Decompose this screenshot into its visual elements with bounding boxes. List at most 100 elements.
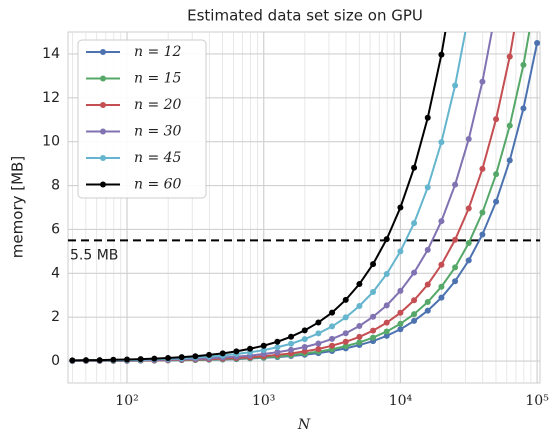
y-tick-label: 10 xyxy=(42,134,60,150)
data-point xyxy=(96,357,103,364)
data-point xyxy=(260,347,267,354)
data-point xyxy=(356,333,363,340)
data-point xyxy=(479,231,486,238)
data-point xyxy=(452,264,459,271)
data-point xyxy=(178,354,185,361)
data-point xyxy=(479,78,486,85)
y-tick-label: 0 xyxy=(51,353,60,369)
data-point xyxy=(465,136,472,143)
data-point xyxy=(315,340,322,347)
data-point xyxy=(411,220,418,227)
data-point xyxy=(274,338,281,345)
data-point xyxy=(315,345,322,352)
data-point xyxy=(315,319,322,326)
data-point xyxy=(397,287,404,294)
data-point xyxy=(479,209,486,216)
data-point xyxy=(411,269,418,276)
data-point xyxy=(424,246,431,253)
data-point xyxy=(342,314,349,321)
data-point xyxy=(466,11,472,17)
legend-label: n = 15 xyxy=(134,71,182,87)
data-point xyxy=(506,157,513,164)
data-point xyxy=(397,248,404,255)
data-point xyxy=(247,345,254,352)
data-point xyxy=(452,181,459,188)
data-point xyxy=(438,218,445,225)
data-point xyxy=(438,294,445,301)
legend-marker xyxy=(100,155,106,161)
y-axis-label: memory [MB] xyxy=(9,156,27,258)
data-point xyxy=(383,270,390,277)
data-point xyxy=(165,354,172,361)
data-point xyxy=(424,114,431,121)
reference-label: 5.5 MB xyxy=(70,247,118,263)
data-point xyxy=(397,309,404,316)
data-point xyxy=(192,353,199,360)
data-point xyxy=(329,342,336,349)
data-point xyxy=(493,116,500,123)
y-tick-label: 6 xyxy=(51,221,60,237)
data-point xyxy=(411,297,418,304)
legend-marker xyxy=(100,49,106,55)
legend-box xyxy=(77,39,207,199)
data-point xyxy=(219,350,226,357)
data-point xyxy=(411,311,418,318)
data-point xyxy=(383,319,390,326)
data-point xyxy=(110,356,117,363)
legend-marker xyxy=(100,181,106,188)
data-point xyxy=(288,333,295,340)
data-point xyxy=(356,339,363,346)
data-point xyxy=(288,340,295,347)
data-point xyxy=(383,328,390,335)
data-point xyxy=(506,122,513,129)
data-point xyxy=(342,330,349,337)
data-point xyxy=(520,61,527,68)
data-point xyxy=(342,338,349,345)
legend-label: n = 30 xyxy=(134,124,182,140)
data-point xyxy=(438,283,445,290)
data-point xyxy=(411,317,418,324)
y-tick-label: 2 xyxy=(51,309,60,325)
legend-marker xyxy=(100,75,106,82)
y-tick-label: 8 xyxy=(51,178,60,194)
data-point xyxy=(69,357,76,364)
data-point xyxy=(452,82,459,89)
data-point xyxy=(520,105,527,112)
x-axis-label: N xyxy=(297,417,311,433)
data-point xyxy=(452,236,459,243)
data-point xyxy=(329,335,336,342)
chart-title: Estimated data set size on GPU xyxy=(187,7,423,25)
data-point xyxy=(124,356,131,363)
data-point xyxy=(424,281,431,288)
data-point xyxy=(260,342,267,349)
data-point xyxy=(370,288,377,295)
data-point xyxy=(151,355,158,362)
data-point xyxy=(356,281,363,288)
data-point xyxy=(315,330,322,337)
data-point xyxy=(438,261,445,268)
x-tick-label: 10⁴ xyxy=(389,393,413,409)
data-point xyxy=(465,257,472,264)
y-tick-label: 12 xyxy=(42,90,60,106)
data-point xyxy=(534,39,540,46)
x-tick-label: 10³ xyxy=(252,393,275,409)
data-point xyxy=(301,327,308,334)
data-point xyxy=(206,351,213,358)
legend-label: n = 60 xyxy=(134,177,182,193)
data-point xyxy=(424,184,431,191)
data-point xyxy=(301,344,308,351)
data-point xyxy=(465,205,472,212)
data-point xyxy=(370,313,377,320)
data-point xyxy=(411,164,418,171)
data-point xyxy=(82,357,89,364)
data-point xyxy=(438,139,445,146)
data-point xyxy=(424,307,431,314)
data-point xyxy=(370,261,377,268)
legend-label: n = 12 xyxy=(134,44,182,60)
data-point xyxy=(424,299,431,306)
data-point xyxy=(329,309,336,316)
data-point xyxy=(493,171,500,178)
data-point xyxy=(288,346,295,353)
data-point xyxy=(301,336,308,343)
